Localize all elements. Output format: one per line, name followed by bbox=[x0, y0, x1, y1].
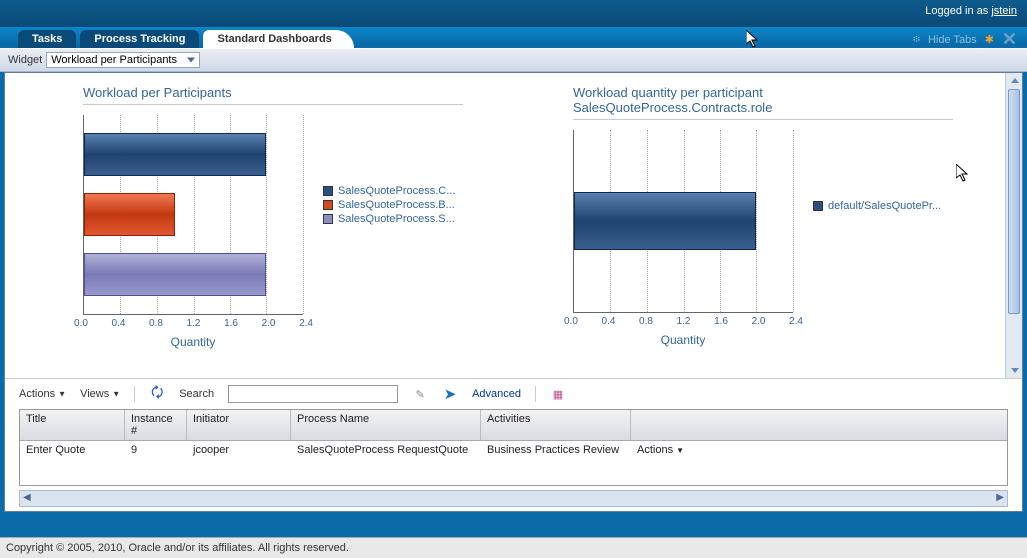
widget-bar: Widget Workload per Participants bbox=[0, 48, 1027, 72]
advanced-link[interactable]: Advanced bbox=[472, 388, 521, 400]
tab-process-tracking[interactable]: Process Tracking bbox=[80, 30, 199, 48]
tab-tasks[interactable]: Tasks bbox=[18, 30, 76, 48]
chart1-bar-2 bbox=[84, 253, 266, 296]
chart-workload-participants: Workload per Participants 0.0 bbox=[13, 83, 503, 378]
chart1-legend: SalesQuoteProcess.C... SalesQuoteProcess… bbox=[323, 185, 455, 349]
search-input[interactable] bbox=[228, 385, 398, 403]
col-process-name[interactable]: Process Name bbox=[291, 410, 481, 440]
chart1-bar-0 bbox=[84, 133, 266, 176]
col-title[interactable]: Title bbox=[20, 410, 125, 440]
hide-tabs-link[interactable]: Hide Tabs bbox=[928, 34, 977, 46]
chart2-bar-0 bbox=[574, 192, 756, 250]
chart1-title: Workload per Participants bbox=[83, 85, 503, 100]
views-menu[interactable]: Views ▼ bbox=[80, 388, 120, 400]
col-actions bbox=[631, 410, 1007, 440]
username-link[interactable]: jstein bbox=[991, 5, 1017, 17]
close-icon[interactable]: ✕ bbox=[1002, 29, 1017, 50]
clear-search-icon[interactable]: ✎ bbox=[412, 386, 428, 402]
main-panel: Workload per Participants 0.0 bbox=[4, 72, 1023, 512]
chart2-legend: default/SalesQuotePr... bbox=[813, 200, 941, 347]
chart-workload-quantity: Workload quantity per participant SalesQ… bbox=[503, 83, 993, 378]
actions-menu[interactable]: Actions ▼ bbox=[19, 388, 66, 400]
chart2-title1: Workload quantity per participant bbox=[573, 85, 993, 100]
chart2-title2: SalesQuoteProcess.Contracts.role bbox=[573, 100, 993, 115]
row-actions-menu[interactable]: Actions ▼ bbox=[631, 441, 1007, 459]
action-bar: Actions ▼ Views ▼ 🗘 Search ✎ ➤ Advanced … bbox=[5, 378, 1022, 409]
horizontal-scrollbar[interactable] bbox=[19, 490, 1008, 507]
chart1-bar-1 bbox=[84, 193, 175, 236]
results-table: Title Instance # Initiator Process Name … bbox=[19, 409, 1008, 486]
columns-icon[interactable]: ▦ bbox=[550, 386, 566, 402]
go-search-icon[interactable]: ➤ bbox=[442, 386, 458, 402]
chart1-xlabel: Quantity bbox=[83, 335, 303, 349]
table-header: Title Instance # Initiator Process Name … bbox=[20, 410, 1007, 441]
tab-standard-dashboards[interactable]: Standard Dashboards bbox=[203, 30, 353, 48]
refresh-icon[interactable]: ✱ bbox=[985, 33, 994, 46]
top-bar: Logged in as jstein bbox=[0, 0, 1027, 27]
logged-in-label: Logged in as bbox=[925, 5, 991, 17]
col-activities[interactable]: Activities bbox=[481, 410, 631, 440]
table-row[interactable]: Enter Quote 9 jcooper SalesQuoteProcess … bbox=[20, 441, 1007, 459]
tabs-row: Tasks Process Tracking Standard Dashboar… bbox=[0, 27, 1027, 48]
widget-label: Widget bbox=[8, 54, 42, 66]
search-label: Search bbox=[179, 388, 214, 400]
chart1-plot: 0.00.4 0.81.2 1.62.0 2.4 bbox=[83, 115, 303, 315]
widget-select[interactable]: Workload per Participants bbox=[46, 52, 200, 68]
chart2-plot: 0.00.4 0.81.2 1.62.0 2.4 bbox=[573, 130, 793, 313]
refresh-list-icon[interactable]: 🗘 bbox=[149, 386, 165, 402]
footer: Copyright © 2005, 2010, Oracle and/or it… bbox=[0, 537, 1027, 558]
vertical-scrollbar[interactable] bbox=[1005, 73, 1022, 378]
col-initiator[interactable]: Initiator bbox=[187, 410, 291, 440]
chart2-xlabel: Quantity bbox=[573, 333, 793, 347]
col-instance[interactable]: Instance # bbox=[125, 410, 187, 440]
